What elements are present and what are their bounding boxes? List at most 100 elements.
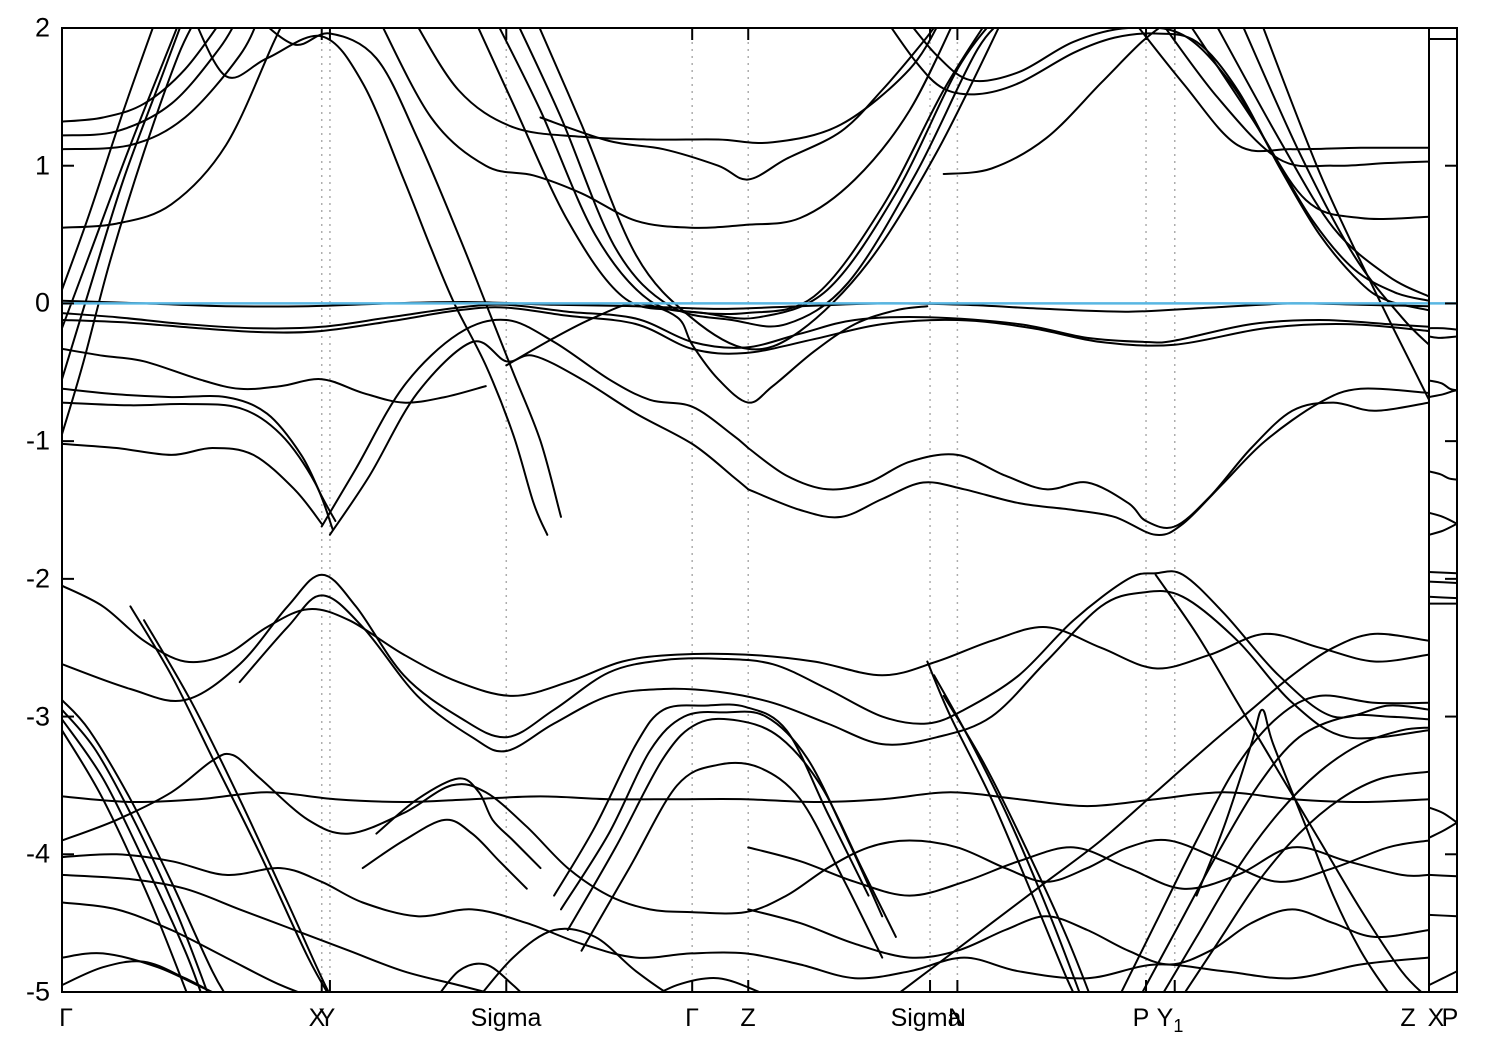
band-curve <box>505 302 929 404</box>
band-curve <box>328 340 750 536</box>
band-curve <box>747 908 1429 966</box>
band-curves-main-panel <box>62 28 1429 992</box>
band-curve <box>1429 873 1457 878</box>
axis-ticks <box>62 27 1457 993</box>
band-curve <box>566 717 897 938</box>
band-curve <box>361 818 528 890</box>
band-curve <box>747 387 1429 536</box>
band-curve <box>238 590 1429 753</box>
band-curve <box>659 976 762 992</box>
band-curve <box>62 347 487 404</box>
band-curve <box>926 660 1075 992</box>
band-curve <box>62 303 1429 349</box>
band-curve <box>1429 580 1457 584</box>
band-curve <box>439 962 522 992</box>
band-curve <box>1141 713 1429 992</box>
band-curve <box>62 401 334 531</box>
band-curve <box>62 952 216 992</box>
band-curve <box>1216 28 1429 298</box>
band-curve <box>498 28 989 320</box>
band-curve <box>62 28 218 123</box>
energy-tick-label: 0 <box>34 287 50 318</box>
band-curve <box>539 28 936 181</box>
kpoint-label: X <box>1427 1004 1445 1032</box>
band-curve <box>747 846 1429 897</box>
band-curve <box>62 584 1429 697</box>
kpoint-label: Sigma <box>470 1004 542 1032</box>
band-curve <box>62 299 1429 313</box>
band-curve <box>898 632 1429 992</box>
kpoint-label: Y1 <box>1156 1004 1184 1036</box>
band-curve <box>1429 571 1457 575</box>
band-curve <box>1190 28 1429 220</box>
band-curve <box>62 28 193 436</box>
band-curve <box>942 28 1161 175</box>
band-curve <box>1164 28 1429 168</box>
band-curve <box>382 28 952 229</box>
kpoint-label: Y <box>318 1004 336 1032</box>
kpoint-label: Γ <box>59 1004 73 1032</box>
band-curve <box>62 960 214 992</box>
kpoint-label: P <box>1441 1004 1459 1032</box>
band-curve <box>62 28 178 330</box>
band-curve <box>890 28 1429 312</box>
band-curve <box>62 791 1429 808</box>
band-curve <box>1429 327 1457 331</box>
band-curve <box>62 28 282 229</box>
band-curve <box>518 28 996 328</box>
energy-tick-label: -1 <box>25 425 50 456</box>
energy-tick-label: -2 <box>25 563 50 594</box>
band-curve <box>62 28 256 151</box>
band-curve <box>1429 595 1457 600</box>
band-curve <box>62 442 323 525</box>
band-curve <box>1183 770 1429 992</box>
band-curve <box>1242 28 1429 346</box>
band-curve <box>62 306 1429 355</box>
main-panel-border <box>61 27 1430 993</box>
band-curve <box>1162 726 1429 992</box>
band-curve <box>1195 708 1390 992</box>
energy-tick-label: -5 <box>25 976 50 1007</box>
band-curve <box>62 729 188 992</box>
band-curve <box>560 710 884 918</box>
plot-frame <box>61 27 1458 993</box>
energy-tick-label: 2 <box>34 12 50 43</box>
band-curve <box>1429 389 1457 399</box>
band-curve <box>62 853 1429 980</box>
band-curve <box>580 761 884 959</box>
kpoint-label: P <box>1132 1004 1150 1032</box>
band-curve <box>1429 970 1457 987</box>
band-curve <box>942 694 1090 992</box>
band-curve <box>143 619 330 992</box>
kpoint-label: Z <box>1400 1004 1416 1032</box>
kpoint-label: Γ <box>685 1004 699 1032</box>
band-curve <box>129 605 329 992</box>
energy-tick-label: -3 <box>25 701 50 732</box>
energy-tick-label: -4 <box>25 838 50 869</box>
band-curve <box>1429 913 1457 918</box>
band-curve <box>1429 806 1457 824</box>
band-curve <box>538 28 1000 351</box>
band-curve <box>912 28 1429 302</box>
band-curve <box>62 387 337 522</box>
energy-tick-label: 1 <box>34 150 50 181</box>
band-curve <box>1120 694 1429 992</box>
band-curve <box>747 401 1429 529</box>
band-curve <box>1429 511 1457 525</box>
band-curve <box>1429 470 1457 481</box>
band-curve <box>417 28 938 144</box>
kpoint-label: Sigma <box>890 1004 962 1032</box>
band-curve <box>62 28 154 291</box>
band-curve <box>62 752 1429 915</box>
kpoint-label: Z <box>740 1004 756 1032</box>
band-curve <box>62 28 181 381</box>
kpoint-label: N <box>947 1004 967 1032</box>
band-curve <box>62 873 490 992</box>
kpoint-label: X <box>308 1004 326 1032</box>
band-curve <box>62 708 209 992</box>
band-curve <box>477 28 984 316</box>
band-curve <box>62 699 226 992</box>
band-curve <box>375 777 542 870</box>
